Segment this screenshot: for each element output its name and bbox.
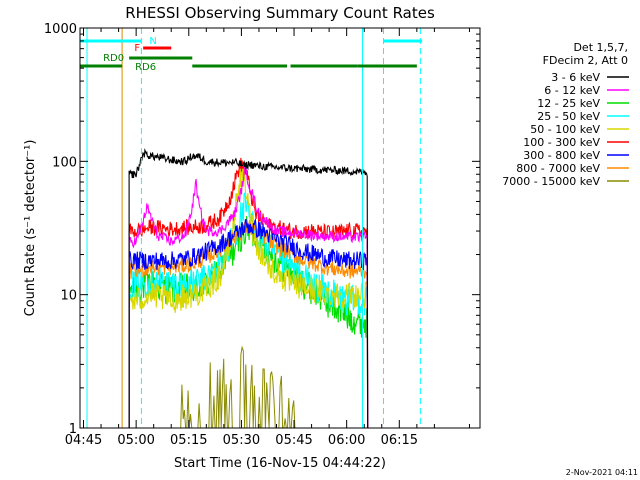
legend-label: 50 - 100 keV: [530, 123, 600, 136]
y-axis-label: Count Rate (s⁻¹ detector⁻¹): [23, 140, 38, 317]
legend-label: 6 - 12 keV: [544, 84, 600, 97]
series-4: [128, 162, 369, 428]
x-tick-label: 05:30: [223, 433, 260, 448]
series-0: [128, 147, 369, 428]
series-line: [128, 162, 369, 428]
status-label-n: N: [149, 36, 156, 47]
series-line: [128, 157, 369, 428]
x-tick-label: 05:00: [117, 433, 154, 448]
y-tick-label: 10: [60, 289, 77, 304]
overlay-layer: NF RD0 RD6: [80, 28, 423, 428]
plot-area: [128, 147, 369, 428]
x-tick-label: 05:45: [275, 433, 312, 448]
series-1: [128, 163, 369, 428]
series-line-7000-15000-kev: [178, 345, 298, 428]
status-label-rd6: RD6: [135, 62, 156, 73]
series-8: [178, 345, 298, 428]
legend-label: 25 - 50 keV: [537, 110, 600, 123]
x-tick-label: 04:45: [65, 433, 102, 448]
legend-header: Det 1,5,7,: [573, 41, 628, 54]
chart-title: RHESSI Observing Summary Count Rates: [125, 4, 435, 22]
x-tick-label: 06:00: [328, 433, 365, 448]
series-line: [128, 217, 369, 428]
axes: 04:45 05:00 05:15 05:30 05:45 06:00 06:15 1 10 10…: [44, 22, 480, 448]
legend-label: 300 - 800 keV: [523, 149, 600, 162]
legend-label: 3 - 6 keV: [551, 71, 600, 84]
y-tick-label: 1000: [44, 22, 77, 37]
legend-label: 12 - 25 keV: [537, 97, 600, 110]
y-tick-label: 1: [69, 422, 77, 437]
x-tick-label: 06:15: [381, 433, 418, 448]
series-5: [128, 157, 369, 428]
date-stamp: 2-Nov-2021 04:11: [566, 468, 638, 477]
legend-label: 7000 - 15000 keV: [502, 175, 600, 188]
series-line: [128, 147, 369, 428]
series-line: [128, 163, 369, 428]
x-axis-label: Start Time (16-Nov-15 04:44:22): [174, 456, 386, 471]
y-tick-label: 100: [52, 155, 77, 170]
status-label-rd0: RD0: [103, 53, 124, 64]
plot-frame: [79, 27, 481, 429]
legend-label: 800 - 7000 keV: [516, 162, 600, 175]
status-label-f: F: [134, 43, 140, 54]
x-tick-label: 05:15: [170, 433, 207, 448]
series-6: [128, 217, 369, 428]
legend-header: FDecim 2, Att 0: [543, 54, 628, 67]
legend-label: 100 - 300 keV: [523, 136, 600, 149]
